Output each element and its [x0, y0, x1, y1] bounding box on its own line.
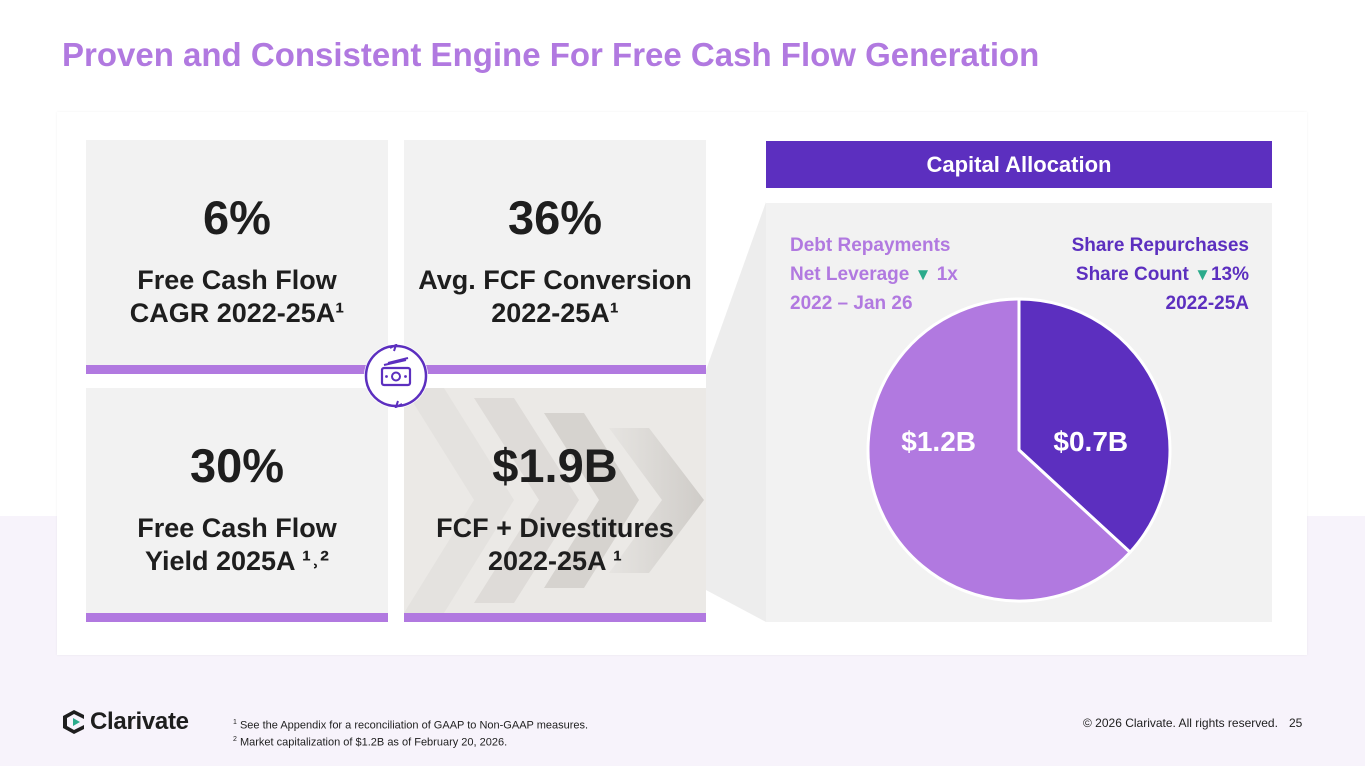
legend-period: 2022 – Jan 26: [790, 293, 913, 314]
metric-tile-fcf-conversion: 36% Avg. FCF Conversion 2022-25A¹: [404, 140, 706, 374]
footnote-text: Market capitalization of $1.2B as of Feb…: [236, 736, 508, 749]
legend-metric: Share Count ▼13%: [1072, 260, 1249, 289]
footnote-text: See the Appendix for a reconciliation of…: [236, 719, 589, 732]
chevron-arrows-decoration: [404, 388, 704, 613]
metric-tile-fcf-yield: 30% Free Cash Flow Yield 2025A ¹˒²: [86, 388, 388, 622]
logo-text: Clarivate: [90, 708, 189, 735]
legend-metric-value: 1x: [936, 264, 958, 285]
metric-tile-fcf-cagr: 6% Free Cash Flow CAGR 2022-25A¹: [86, 140, 388, 374]
metric-value: $1.9B: [492, 439, 618, 492]
metric-tile-fcf-divestitures: $1.9B FCF + Divestitures 2022-25A ¹: [404, 388, 706, 622]
capital-allocation-header: Capital Allocation: [766, 141, 1272, 188]
metric-label-line2: 2022-25A ¹: [487, 546, 623, 576]
pie-chart: [866, 297, 1172, 603]
footnote-2: 2 Market capitalization of $1.2B as of F…: [233, 733, 588, 750]
capital-allocation-chart: Debt Repayments Net Leverage ▼ 1x 2022 –…: [766, 203, 1272, 622]
metric-label-line1: Free Cash Flow: [137, 265, 337, 295]
legend-metric-label: Share Count: [1075, 264, 1189, 285]
metric-label-line2: CAGR 2022-25A¹: [129, 298, 345, 328]
legend-title: Share Repurchases: [1071, 235, 1249, 256]
pie-label-debt-repayments: $1.2B: [901, 426, 976, 457]
metric-label-line1: Free Cash Flow: [137, 513, 337, 543]
metric-label-line2: Yield 2025A ¹˒²: [144, 546, 330, 576]
down-triangle-icon: ▼: [914, 265, 932, 284]
clarivate-logo: Clarivate: [62, 708, 189, 736]
legend-share-repurchases: Share Repurchases Share Count ▼13% 2022-…: [1072, 231, 1249, 318]
legend-title: Debt Repayments: [790, 235, 951, 256]
metric-label-line1: Avg. FCF Conversion: [418, 265, 692, 295]
footnote-marker: 1: [233, 719, 237, 726]
footnote-marker: 2: [233, 735, 237, 743]
metric-value: 30%: [189, 439, 285, 492]
cash-cycle-icon: [364, 343, 428, 409]
page-number: 25: [1289, 716, 1303, 730]
page-title: Proven and Consistent Engine For Free Ca…: [62, 36, 1040, 73]
funnel-connector: [706, 202, 766, 622]
metric-label-line1: FCF + Divestitures: [436, 513, 674, 543]
legend-metric-label: Net Leverage: [790, 264, 910, 285]
metric-value: 6%: [203, 191, 271, 244]
metric-value: 36%: [507, 191, 603, 244]
metric-label-line2: 2022-25A¹: [491, 298, 619, 328]
footnote-1: 1 See the Appendix for a reconciliation …: [233, 716, 588, 733]
clarivate-logo-icon: [63, 710, 84, 734]
pie-label-share-repurchases: $0.7B: [1053, 426, 1129, 457]
copyright: © 2026 Clarivate. All rights reserved.: [1083, 716, 1278, 730]
legend-metric-value: 13%: [1210, 264, 1249, 285]
pie-slice-debt-repayments: [866, 297, 1132, 603]
legend-period: 2022-25A: [1165, 293, 1249, 314]
pie-slice-share-repurchases: [1017, 297, 1172, 554]
legend-debt-repayments: Debt Repayments Net Leverage ▼ 1x 2022 –…: [790, 231, 958, 318]
legend-metric: Net Leverage ▼ 1x: [790, 260, 958, 289]
down-triangle-icon: ▼: [1194, 265, 1211, 284]
footnotes: 1 See the Appendix for a reconciliation …: [233, 716, 588, 749]
